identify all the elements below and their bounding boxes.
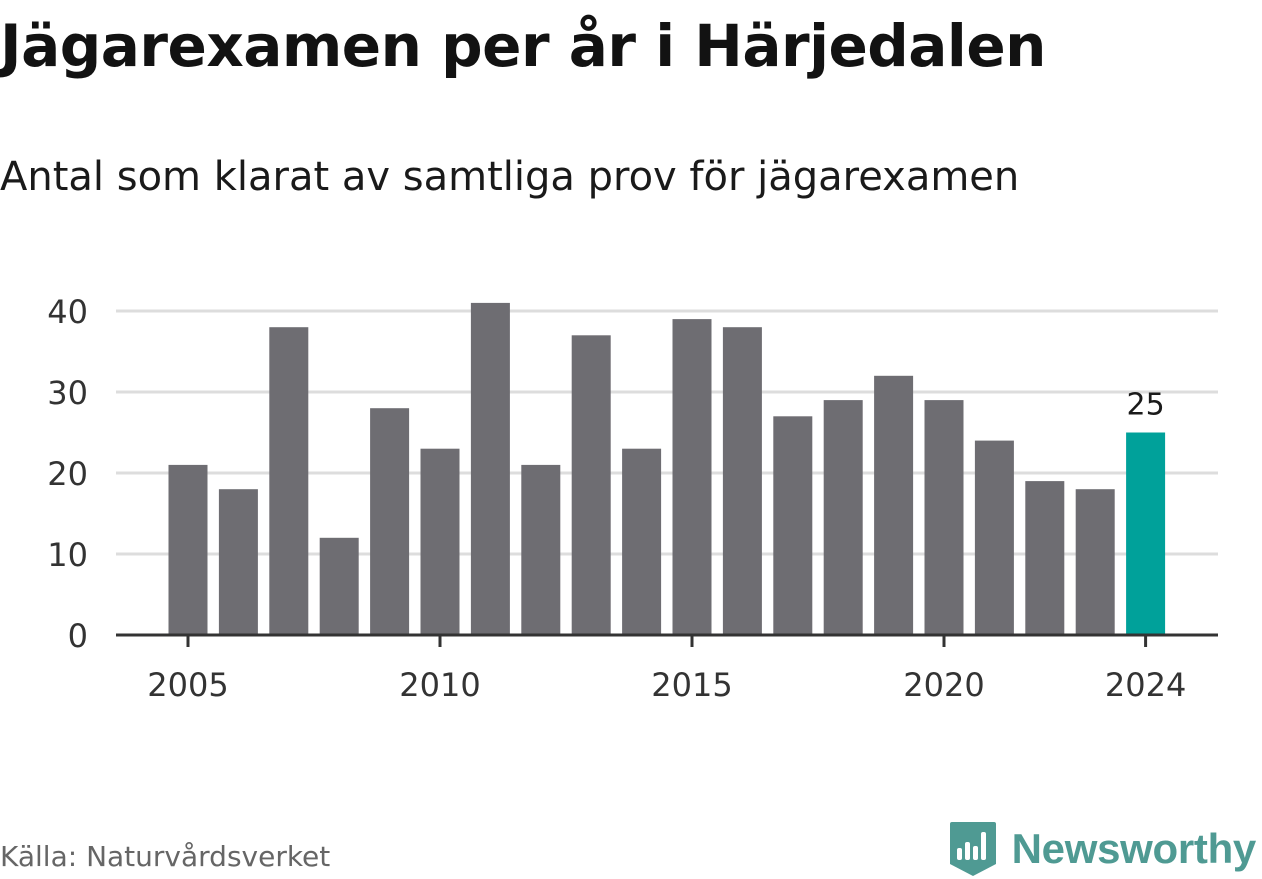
bar-2009 — [370, 408, 410, 635]
brand-name: Newsworthy — [1011, 825, 1257, 872]
data-label-highlight: 25 — [1127, 388, 1165, 423]
bar-2015 — [672, 319, 712, 635]
x-tick-label: 2020 — [903, 666, 984, 704]
source-note: Källa: Naturvårdsverket — [0, 840, 331, 873]
bar-chart: 0 10 20 30 40 2005 2010 2015 2020 2024 25 — [47, 293, 1218, 704]
bar-2021 — [974, 440, 1014, 635]
chart-title: Jägarexamen per år i Härjedalen — [0, 12, 1046, 80]
bar-2016 — [722, 327, 762, 635]
x-tick-label: 2015 — [651, 666, 732, 704]
bar-2006 — [218, 489, 258, 635]
bar-2008 — [319, 537, 359, 635]
newsworthy-logo-icon — [949, 822, 996, 876]
y-tick-label: 20 — [47, 455, 88, 493]
bar-2018 — [823, 400, 863, 635]
bar-2019 — [874, 375, 914, 635]
y-tick-label: 10 — [47, 536, 88, 574]
x-ticks: 2005 2010 2015 2020 2024 — [147, 635, 1186, 704]
y-tick-label: 0 — [68, 617, 88, 655]
bar-2014 — [622, 448, 662, 635]
bar-2020 — [924, 400, 964, 635]
y-tick-label: 40 — [47, 293, 88, 331]
x-tick-label: 2024 — [1105, 666, 1186, 704]
x-tick-label: 2005 — [147, 666, 228, 704]
bar-2010 — [420, 448, 460, 635]
y-tick-labels: 0 10 20 30 40 — [47, 293, 88, 655]
x-tick-label: 2010 — [399, 666, 480, 704]
bar-2011 — [470, 302, 510, 635]
y-tick-label: 30 — [47, 374, 88, 412]
bar-2023 — [1075, 489, 1115, 635]
chart-subtitle: Antal som klarat av samtliga prov för jä… — [0, 154, 1020, 200]
brand: Newsworthy — [948, 820, 1256, 878]
bar-2013 — [571, 335, 611, 635]
bar-2024 — [1126, 432, 1166, 635]
bar-2007 — [269, 327, 309, 635]
data-labels: 25 — [1127, 388, 1165, 423]
bar-2012 — [521, 464, 561, 635]
bar-2005 — [168, 464, 208, 635]
bar-2022 — [1025, 481, 1065, 635]
bar-2017 — [773, 416, 813, 635]
bars — [168, 302, 1166, 635]
